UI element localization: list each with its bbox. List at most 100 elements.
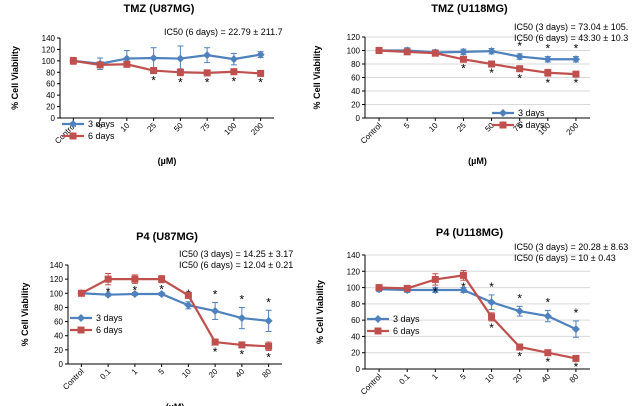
significance-asterisk: * [433,285,438,299]
significance-asterisk: * [133,283,138,297]
y-tick-label: 80 [351,60,360,69]
data-point [184,291,192,299]
ic50-annotation: IC50 (6 days) = 43.30 ± 10.3 [514,33,628,43]
data-point [516,65,524,73]
data-point [403,48,411,56]
legend-swatch-marker [374,315,382,323]
significance-asterisk: * [266,351,271,365]
y-tick-label: 40 [351,332,360,341]
x-tick-label: 50 [172,121,185,134]
data-point [211,338,219,346]
data-point [543,312,552,321]
legend-label: 6 days [88,131,115,141]
ic50-annotation: IC50 (3 days) = 73.04 ± 105. [514,22,628,32]
y-tick-label: 20 [46,103,55,112]
data-point [104,275,112,283]
data-point [130,289,139,298]
y-tick-label: 80 [46,68,55,77]
data-point [515,307,524,316]
data-point [122,54,131,63]
x-tick-label: 200 [565,121,581,137]
x-tick-label: 25 [455,121,468,134]
y-tick-label: 40 [46,91,55,100]
ic50-annotation: IC50 (6 days) = 10 ± 0.43 [514,253,616,263]
data-point [203,69,211,77]
legend-label: 3 days [96,313,123,323]
data-point [375,47,383,54]
significance-asterisk: * [213,345,218,359]
data-point [211,306,220,315]
significance-asterisk: * [545,76,550,90]
y-tick-label: 0 [59,360,64,369]
data-point [572,354,580,362]
x-tick-label: 100 [222,121,238,137]
legend-label: 6 days [96,325,123,335]
ic50-annotation: IC50 (3 days) = 14.25 ± 3.17 [179,249,293,259]
data-point [104,290,113,299]
x-tick-label: 5 [402,121,412,131]
legend-label: 3 days [88,119,115,129]
chart-panel-3: P4 (U87MG) 0 20 40 60 80 100 120 140 Control 0.1 1 5… [20,231,293,406]
significance-asterisk: * [266,295,271,309]
y-axis-label: % Cell Viability [312,46,322,110]
significance-asterisk: * [205,76,210,90]
significance-asterisk: * [106,285,111,299]
significance-asterisk: * [545,295,550,309]
significance-asterisk: * [461,61,466,75]
x-tick-label: 0.1 [98,367,113,382]
data-point [515,52,524,61]
y-tick-label: 0 [51,114,56,123]
legend: 3 days 6 days [62,119,115,141]
data-point [158,275,166,283]
significance-asterisk: * [489,280,494,294]
data-point [375,284,383,292]
legend-swatch-marker [499,121,507,129]
data-point [184,301,193,310]
y-axis-label: % Cell Viability [315,280,325,344]
data-point [516,343,524,351]
data-point [150,67,158,75]
legend-swatch-marker [499,109,507,117]
series-line [379,274,577,360]
data-point [238,341,246,349]
x-tick-label: 5 [95,121,105,131]
data-point [459,286,468,295]
legend-label: 3 days [518,108,545,118]
x-tick-label: 25 [145,121,158,134]
y-tick-label: 60 [351,74,360,83]
data-point [571,55,580,64]
data-point [431,49,439,57]
data-point [123,60,131,68]
chart-panel-2: TMZ (U118MG) 0 20 40 60 80 100 120 Control 5 10 25 5… [312,3,628,166]
x-tick-label: 50 [483,121,496,134]
significance-asterisk: * [159,283,164,297]
data-point [403,284,411,292]
y-tick-label: 120 [50,275,64,284]
x-tick-label: Control [359,121,384,146]
x-tick-label: Control [359,372,384,397]
y-tick-label: 140 [42,34,56,43]
x-tick-label: 40 [540,372,553,385]
y-tick-label: 80 [351,300,360,309]
legend-swatch-marker [77,326,85,334]
data-point [229,55,238,64]
y-tick-label: 60 [54,318,63,327]
y-tick-label: 80 [54,303,63,312]
legend: 3 days 6 days [492,108,545,130]
y-tick-label: 120 [347,33,361,42]
y-tick-label: 100 [42,57,56,66]
significance-asterisk: * [545,355,550,369]
data-point [96,61,104,69]
legend-label: 6 days [393,326,420,336]
ic50-annotation: IC50 (3 days) = 20.28 ± 8.63 [514,242,628,252]
data-point [431,286,440,295]
x-tick-label: 80 [260,367,273,380]
ic50-annotation: IC50 (6 days) = 22.79 ± 211.7 [164,27,283,37]
significance-asterisk: * [240,292,245,306]
data-point [487,298,496,307]
y-tick-label: 20 [351,349,360,358]
significance-asterisk: * [517,71,522,85]
significance-asterisk: * [240,348,245,362]
